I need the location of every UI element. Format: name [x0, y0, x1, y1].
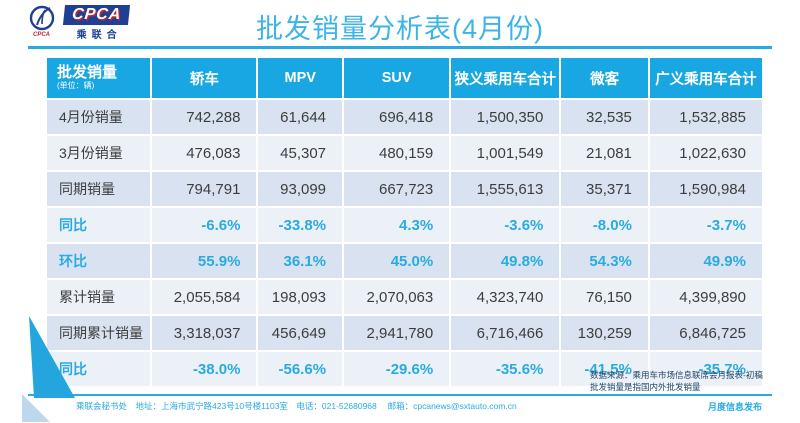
table-cell: 2,055,584	[152, 280, 257, 314]
table-cell: 1,022,630	[649, 136, 762, 170]
row-label: 同比	[47, 208, 151, 242]
table-cell: 55.9%	[152, 244, 257, 278]
table-cell: 54.3%	[561, 244, 648, 278]
table-cell: -29.6%	[344, 352, 450, 386]
table-cell: 6,846,725	[649, 316, 762, 350]
table-cell: 2,941,780	[344, 316, 450, 350]
table-cell: 2,070,063	[344, 280, 450, 314]
row-label: 4月份销量	[47, 100, 151, 134]
table-cell: 6,716,466	[451, 316, 560, 350]
page-title: 批发销量分析表(4月份)	[256, 14, 544, 44]
table-cell: -35.7%	[649, 352, 762, 386]
col-header-6: 广义乘用车合计	[649, 58, 762, 98]
row-label: 累计销量	[47, 280, 151, 314]
table-cell: 45.0%	[344, 244, 450, 278]
corner-unit: (单位：辆)	[57, 81, 95, 90]
table-cell: 4,323,740	[451, 280, 560, 314]
table-cell: 45,307	[258, 136, 343, 170]
table-cell: -56.6%	[258, 352, 343, 386]
table-cell: -41.5%	[561, 352, 648, 386]
table-cell: -38.0%	[152, 352, 257, 386]
footer-release: 月度信息发布	[707, 402, 762, 412]
col-header-corner: 批发销量 (单位：辆)	[47, 58, 151, 98]
cpca-emblem-icon: CPCA	[29, 5, 55, 38]
table-cell: 696,418	[344, 100, 450, 134]
col-header-4: 狭义乘用车合计	[451, 58, 560, 98]
table-cell: -3.6%	[451, 208, 560, 242]
col-header-3: SUV	[344, 58, 450, 98]
note-line-definition: 批发销量是指国内外批发销量	[590, 382, 701, 392]
row-label: 同期销量	[47, 172, 151, 206]
table-cell: 742,288	[152, 100, 257, 134]
top-divider	[28, 46, 772, 49]
cpca-logo: CPCA CPCA 乘联合	[26, 5, 131, 41]
table-cell: 4.3%	[344, 208, 450, 242]
table-cell: 49.9%	[649, 244, 762, 278]
col-header-2: MPV	[258, 58, 343, 98]
table-cell: 21,081	[561, 136, 648, 170]
note-line-source: 数据来源：乘用车市场信息联席会月报表-初稿	[590, 370, 763, 380]
table-cell: 480,159	[344, 136, 450, 170]
table-cell: -6.6%	[152, 208, 257, 242]
table-cell: 32,535	[561, 100, 648, 134]
corner-decoration-icon	[22, 316, 75, 422]
table-cell: 76,150	[561, 280, 648, 314]
table-cell: 476,083	[152, 136, 257, 170]
sales-table: 批发销量 (单位：辆) 轿车 MPV SUV 狭义乘用车合计 微客 广义乘用车合计 4月份销量 7…	[47, 58, 762, 386]
logo-wordmark: CPCA 乘联合	[62, 5, 131, 41]
row-label: 3月份销量	[47, 136, 151, 170]
table-cell: -8.0%	[561, 208, 648, 242]
emblem-small-text: CPCA	[33, 32, 50, 38]
table-cell: 3,318,037	[152, 316, 257, 350]
table-cell: -35.6%	[451, 352, 560, 386]
table-cell: 1,500,350	[451, 100, 560, 134]
table-cell: 1,532,885	[649, 100, 762, 134]
corner-title: 批发销量	[57, 64, 118, 81]
col-header-1: 轿车	[152, 58, 257, 98]
table-cell: 198,093	[258, 280, 343, 314]
footer-divider	[28, 394, 772, 396]
source-notes: 数据来源：乘用车市场信息联席会月报表-初稿 批发销量是指国内外批发销量	[590, 369, 763, 393]
table-cell: 1,001,549	[451, 136, 560, 170]
logo-name: 乘联合	[76, 30, 122, 41]
footer-contact: 乘联会秘书处 地址：上海市武宁路423号10号楼1103室 电话：021-526…	[76, 401, 517, 411]
table-cell: 1,555,613	[451, 172, 560, 206]
table-cell: 667,723	[344, 172, 450, 206]
table-cell: 49.8%	[451, 244, 560, 278]
table-cell: 93,099	[258, 172, 343, 206]
table-cell: 4,399,890	[649, 280, 762, 314]
table-cell: -3.7%	[649, 208, 762, 242]
table-cell: 36.1%	[258, 244, 343, 278]
table-cell: 794,791	[152, 172, 257, 206]
table-cell: 130,259	[561, 316, 648, 350]
col-header-5: 微客	[561, 58, 648, 98]
table-cell: 456,649	[258, 316, 343, 350]
row-label: 同期累计销量	[47, 316, 151, 350]
table-cell: 61,644	[258, 100, 343, 134]
table-cell: 1,590,984	[649, 172, 762, 206]
table-cell: -33.8%	[258, 208, 343, 242]
row-label: 环比	[47, 244, 151, 278]
row-label: 同比	[47, 352, 151, 386]
table-cell: 35,371	[561, 172, 648, 206]
